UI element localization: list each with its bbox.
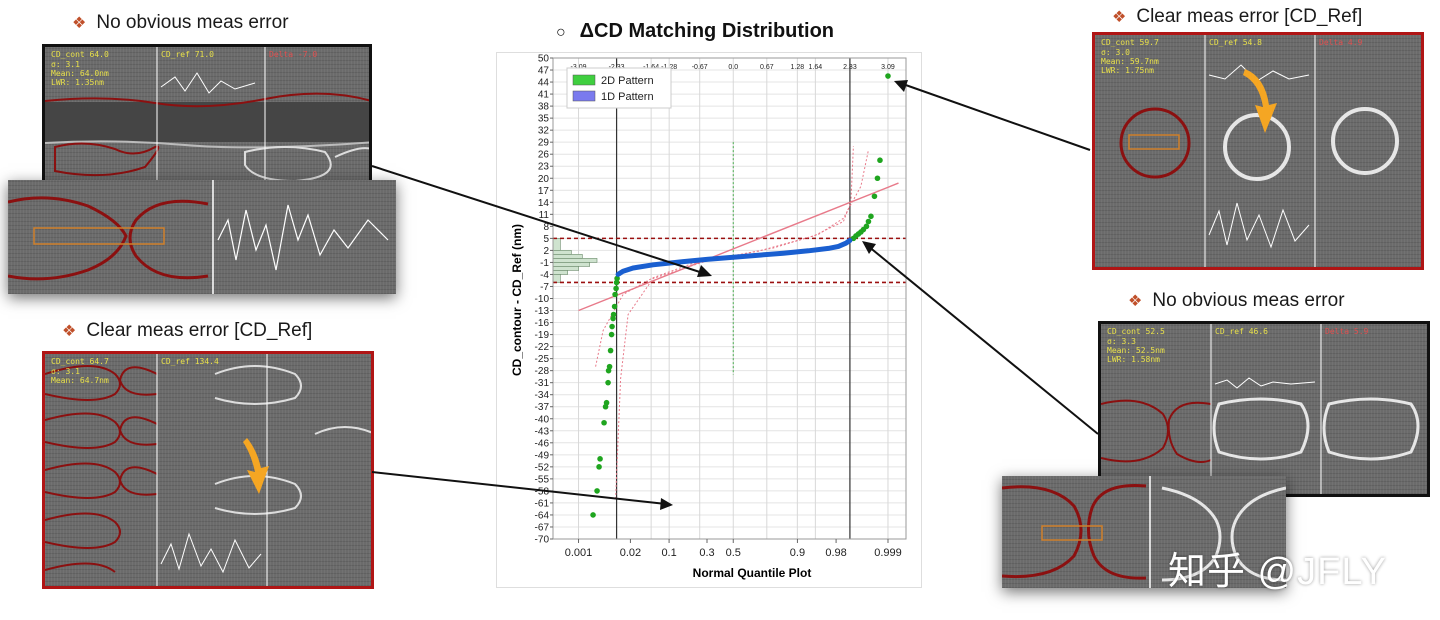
caption-text: Clear meas error [CD_Ref] bbox=[1136, 6, 1363, 27]
stats-line: LWR: 1.58nm bbox=[1107, 355, 1160, 364]
caption-mid-left: ❖ Clear meas error [CD_Ref] bbox=[62, 320, 312, 342]
stats-line: Mean: 64.0nm bbox=[51, 69, 109, 78]
delta-label: Delta 4.9 bbox=[1319, 38, 1363, 47]
cd-ref-label: CD_ref 46.6 bbox=[1215, 327, 1268, 336]
caption-top-left: ❖ No obvious meas error bbox=[72, 12, 289, 34]
arrow-icon bbox=[1243, 69, 1277, 133]
arrow-icon bbox=[243, 438, 269, 494]
stats-line: σ: 3.0 bbox=[1101, 48, 1130, 57]
sem-pattern bbox=[45, 354, 371, 586]
stats-line: Mean: 52.5nm bbox=[1107, 346, 1165, 355]
stats-line: σ: 3.1 bbox=[51, 60, 80, 69]
sem-image-top-right: CD_cont 59.7 CD_ref 54.8 Delta 4.9 σ: 3.… bbox=[1092, 32, 1424, 270]
stats-line: σ: 3.1 bbox=[51, 367, 80, 376]
caption-mid-right: ❖ No obvious meas error bbox=[1128, 290, 1345, 312]
stats-line: Mean: 59.7nm bbox=[1101, 57, 1159, 66]
sem-image-mid-left: CD_cont 64.7 CD_ref 134.4 σ: 3.1 Mean: 6… bbox=[42, 351, 374, 589]
cd-cont-label: CD_cont 59.7 bbox=[1101, 38, 1159, 47]
delta-label: Delta 5.9 bbox=[1325, 327, 1369, 336]
bullet-icon: ❖ bbox=[62, 323, 77, 340]
sem-zoom-inset-left bbox=[8, 180, 396, 294]
sem-image-top-left: CD_cont 64.0 CD_ref 71.0 Delta -7.0 σ: 3… bbox=[42, 44, 372, 184]
sem-pattern bbox=[8, 180, 389, 294]
sem-pattern bbox=[1119, 35, 1399, 267]
sem-pattern bbox=[45, 47, 369, 181]
cd-cont-label: CD_cont 64.0 bbox=[51, 50, 109, 59]
sem-zoom-inset-right bbox=[1002, 476, 1286, 588]
delta-label: Delta -7.0 bbox=[269, 50, 318, 59]
circle-bullet-icon: ○ bbox=[556, 24, 566, 41]
chart-panel bbox=[496, 52, 922, 588]
stats-line: Mean: 64.7nm bbox=[51, 376, 109, 385]
cd-ref-label: CD_ref 54.8 bbox=[1209, 38, 1262, 47]
cd-cont-label: CD_cont 64.7 bbox=[51, 357, 109, 366]
sem-image-mid-right: CD_cont 52.5 CD_ref 46.6 Delta 5.9 σ: 3.… bbox=[1098, 321, 1430, 497]
bullet-icon: ❖ bbox=[72, 15, 87, 32]
caption-text: Clear meas error [CD_Ref] bbox=[86, 320, 313, 341]
chart-title-text: ΔCD Matching Distribution bbox=[579, 20, 835, 42]
sem-pattern bbox=[1002, 476, 1286, 588]
bullet-icon: ❖ bbox=[1112, 9, 1127, 26]
cd-cont-label: CD_cont 52.5 bbox=[1107, 327, 1165, 336]
caption-text: No obvious meas error bbox=[1152, 290, 1345, 311]
bullet-icon: ❖ bbox=[1128, 293, 1143, 310]
stats-line: σ: 3.3 bbox=[1107, 337, 1136, 346]
chart-title: ○ ΔCD Matching Distribution bbox=[556, 20, 834, 43]
cd-ref-label: CD_ref 134.4 bbox=[161, 357, 219, 366]
sem-pattern bbox=[1101, 324, 1420, 494]
cd-ref-label: CD_ref 71.0 bbox=[161, 50, 214, 59]
stats-line: LWR: 1.35nm bbox=[51, 78, 104, 87]
caption-text: No obvious meas error bbox=[96, 12, 289, 33]
stats-line: LWR: 1.75nm bbox=[1101, 66, 1154, 75]
caption-top-right: ❖ Clear meas error [CD_Ref] bbox=[1112, 6, 1362, 28]
watermark: 知乎 @JFLY bbox=[1168, 551, 1388, 593]
connector-arrow bbox=[899, 82, 1091, 151]
